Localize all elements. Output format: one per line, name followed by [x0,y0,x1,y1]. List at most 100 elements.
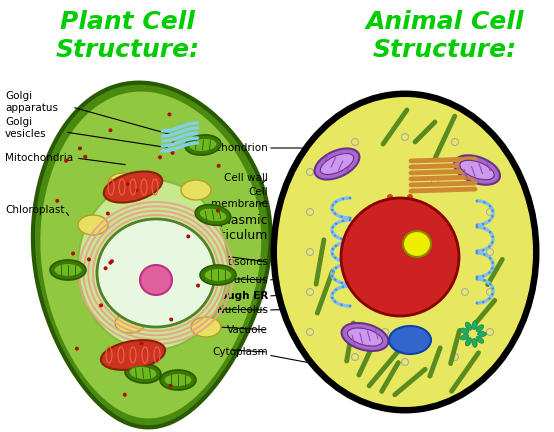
Ellipse shape [483,227,486,230]
Ellipse shape [320,153,353,175]
Ellipse shape [476,337,484,343]
Ellipse shape [491,241,494,244]
Ellipse shape [315,149,360,180]
Ellipse shape [50,260,86,280]
Ellipse shape [109,128,112,132]
Ellipse shape [71,251,75,255]
Ellipse shape [171,151,175,155]
Ellipse shape [140,265,172,295]
Ellipse shape [334,279,336,281]
Ellipse shape [97,219,215,327]
Ellipse shape [476,325,484,332]
Ellipse shape [216,209,220,213]
Ellipse shape [340,216,343,218]
Ellipse shape [335,200,337,203]
Ellipse shape [482,301,485,303]
Ellipse shape [491,210,494,212]
Ellipse shape [115,313,145,333]
Ellipse shape [482,249,485,251]
Ellipse shape [465,338,471,346]
Ellipse shape [491,215,494,218]
Ellipse shape [472,338,477,347]
Ellipse shape [75,347,79,351]
Ellipse shape [109,260,112,265]
Ellipse shape [472,321,477,330]
Ellipse shape [387,194,393,200]
Ellipse shape [277,97,533,407]
Ellipse shape [347,328,382,346]
Ellipse shape [349,261,351,263]
Ellipse shape [454,155,500,185]
Text: Cell wall: Cell wall [224,173,268,183]
Ellipse shape [476,200,478,202]
Ellipse shape [186,235,190,238]
Ellipse shape [83,155,88,159]
Ellipse shape [334,257,336,259]
Text: Mitochondrion: Mitochondrion [193,143,268,153]
Text: Golgi
apparatus: Golgi apparatus [5,91,58,113]
Ellipse shape [349,283,351,285]
Ellipse shape [349,305,351,307]
Polygon shape [39,91,263,419]
Ellipse shape [476,224,478,226]
Ellipse shape [340,260,343,262]
Ellipse shape [491,267,494,270]
Ellipse shape [335,267,337,269]
Text: Animal Cell
Structure:: Animal Cell Structure: [366,10,524,62]
Ellipse shape [460,160,494,180]
Ellipse shape [106,212,110,216]
Ellipse shape [476,276,478,278]
Ellipse shape [204,269,232,282]
Ellipse shape [171,141,176,145]
Ellipse shape [64,159,68,163]
Ellipse shape [349,263,351,265]
Ellipse shape [158,156,162,159]
Ellipse shape [491,261,494,264]
Ellipse shape [331,270,334,273]
Ellipse shape [334,235,336,237]
Text: Cell
membrane: Cell membrane [211,187,268,209]
Ellipse shape [342,197,344,200]
Ellipse shape [104,266,107,270]
Ellipse shape [99,303,103,308]
Ellipse shape [341,198,459,316]
Ellipse shape [349,219,351,221]
Ellipse shape [488,297,491,300]
Ellipse shape [334,213,336,215]
Ellipse shape [489,231,491,233]
Ellipse shape [331,292,334,295]
Ellipse shape [476,252,478,254]
Ellipse shape [460,328,469,334]
Ellipse shape [331,209,334,211]
Ellipse shape [335,289,337,291]
Ellipse shape [274,94,536,410]
Text: Golgi
vesicles: Golgi vesicles [5,117,47,139]
Ellipse shape [482,223,485,226]
Ellipse shape [377,204,383,210]
Ellipse shape [335,245,337,247]
Ellipse shape [402,199,408,205]
Ellipse shape [125,363,161,383]
Ellipse shape [349,217,351,219]
Text: Rough ER: Rough ER [212,291,268,301]
Ellipse shape [126,182,130,186]
Ellipse shape [200,265,236,285]
Ellipse shape [340,282,343,284]
Ellipse shape [483,253,486,256]
Text: Cytoplasm: Cytoplasm [212,347,268,357]
Ellipse shape [196,283,200,288]
Text: Endoplasmic
reticulum: Endoplasmic reticulum [188,214,268,242]
Ellipse shape [101,340,165,370]
Ellipse shape [389,326,431,354]
Ellipse shape [140,341,143,346]
Ellipse shape [331,275,334,277]
Ellipse shape [340,304,343,306]
Ellipse shape [108,173,138,193]
Ellipse shape [465,322,471,330]
Ellipse shape [478,331,486,337]
Ellipse shape [199,208,227,222]
Ellipse shape [403,231,431,257]
Ellipse shape [191,317,221,337]
Ellipse shape [342,241,344,244]
Ellipse shape [87,257,91,261]
